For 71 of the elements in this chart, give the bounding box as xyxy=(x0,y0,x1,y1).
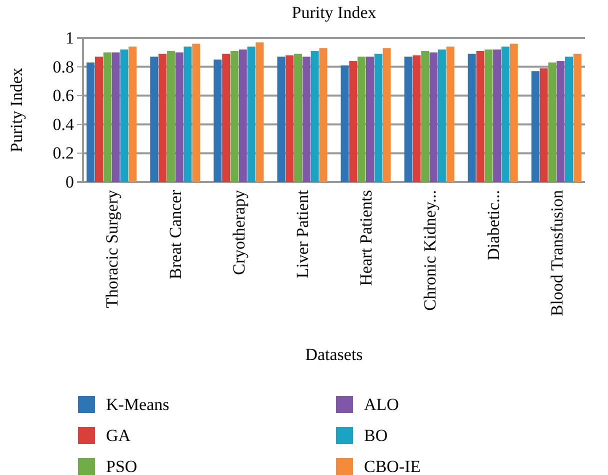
bar xyxy=(294,54,302,182)
legend-label: GA xyxy=(106,426,132,445)
bar xyxy=(247,46,256,182)
bar xyxy=(214,60,222,182)
bar xyxy=(128,46,137,182)
bar xyxy=(510,44,518,182)
bar xyxy=(484,50,493,182)
bar xyxy=(548,62,556,182)
bar xyxy=(430,52,438,182)
bar xyxy=(103,52,112,182)
bar xyxy=(230,50,238,182)
bar xyxy=(277,56,286,182)
x-tick-label: Diabetic... xyxy=(484,190,503,260)
bar xyxy=(438,50,446,182)
bar xyxy=(86,62,95,182)
bar xyxy=(404,56,412,182)
bar xyxy=(382,48,391,182)
bar xyxy=(175,52,184,182)
bar xyxy=(222,54,230,182)
bar xyxy=(531,71,540,182)
bar xyxy=(158,54,167,182)
x-axis-title: Datasets xyxy=(305,345,363,364)
bar xyxy=(412,55,421,182)
chart-title: Purity Index xyxy=(292,3,377,22)
bar xyxy=(340,65,349,182)
bar xyxy=(446,46,454,182)
bar xyxy=(184,46,192,182)
bar xyxy=(120,50,128,182)
bar xyxy=(319,48,328,182)
bar xyxy=(374,54,382,182)
legend-label: CBO-IE xyxy=(364,457,421,475)
bar xyxy=(573,54,582,182)
x-tick-label: Chronic Kidney... xyxy=(420,190,440,311)
y-tick-label: 0 xyxy=(66,172,74,192)
y-tick-label: 0.4 xyxy=(52,114,74,134)
bar xyxy=(476,50,484,182)
legend-label: PSO xyxy=(106,457,138,475)
bar xyxy=(468,54,476,182)
bar xyxy=(556,61,565,182)
bar xyxy=(150,56,158,182)
bar xyxy=(302,56,310,182)
y-tick-label: 0.6 xyxy=(52,86,74,106)
bar xyxy=(166,50,175,182)
bar xyxy=(565,56,573,182)
bar xyxy=(540,68,548,182)
bar xyxy=(256,42,264,182)
bar xyxy=(349,61,358,182)
bar xyxy=(238,50,247,182)
y-tick-label: 1 xyxy=(66,28,74,48)
bar xyxy=(310,50,319,182)
bar xyxy=(501,46,510,182)
y-tick-label: 0.8 xyxy=(52,57,74,76)
x-tick-label: Heart Patients xyxy=(356,190,376,286)
y-tick-label: 0.2 xyxy=(52,144,74,163)
bar xyxy=(112,52,120,182)
legend-label: K-Means xyxy=(106,395,170,414)
x-tick-label: Blood Transfusion xyxy=(547,190,566,316)
bar xyxy=(493,50,502,182)
bar xyxy=(421,50,430,182)
bar xyxy=(95,56,103,182)
bar xyxy=(366,56,374,182)
legend-label: ALO xyxy=(364,395,399,414)
x-tick-label: Liver Patient xyxy=(293,190,312,278)
legend-label: BO xyxy=(364,426,388,445)
y-axis-title: Purity Index xyxy=(7,67,26,152)
x-tick-label: Cryotherapy xyxy=(230,190,249,275)
bar xyxy=(192,44,200,182)
x-tick-label: Breat Cancer xyxy=(166,190,186,280)
bar xyxy=(358,56,366,182)
bar xyxy=(286,55,294,182)
x-tick-label: Thoracic Surgery xyxy=(102,190,122,308)
